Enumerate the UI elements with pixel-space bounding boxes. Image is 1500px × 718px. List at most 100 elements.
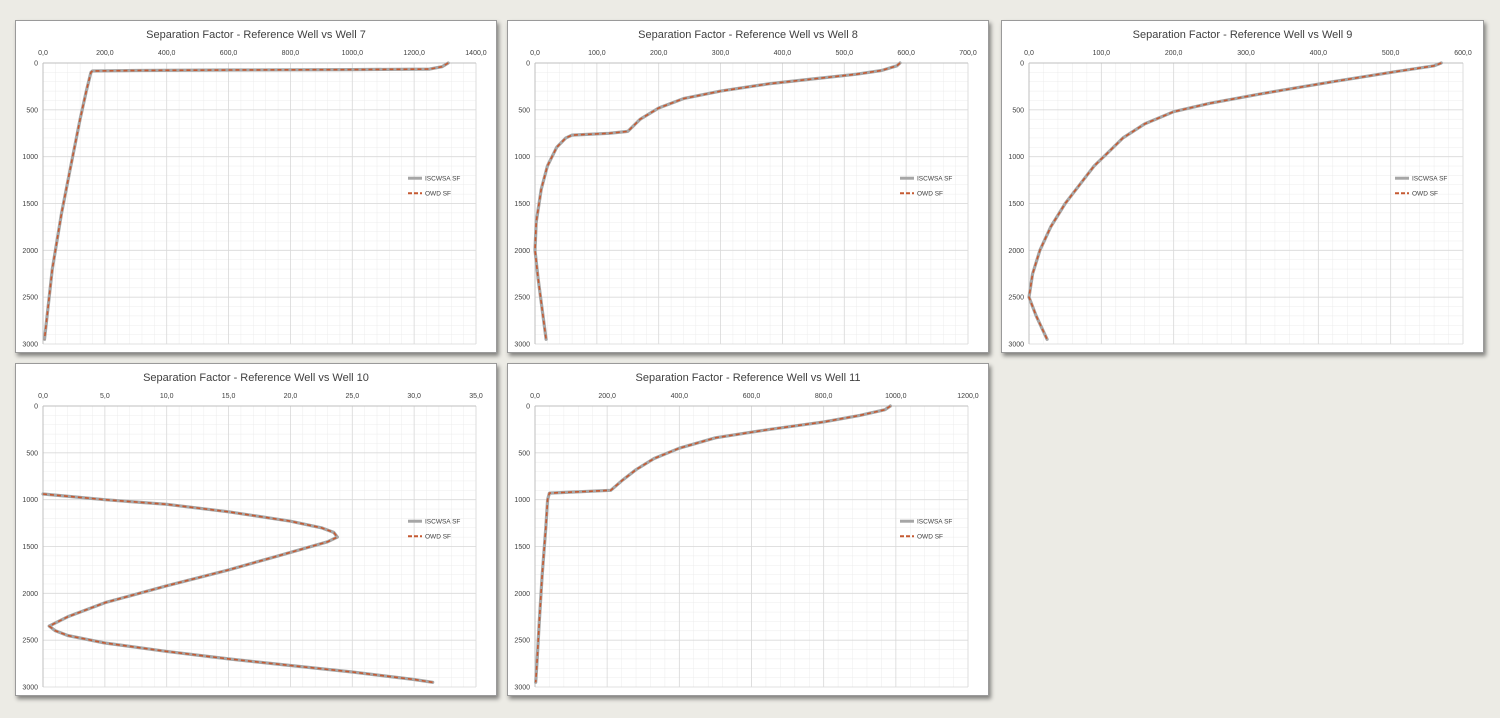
x-tick-label: 400,0	[1310, 50, 1328, 57]
y-tick-label: 1000	[22, 154, 38, 161]
x-tick-label: 1400,0	[465, 50, 487, 57]
y-tick-label: 3000	[22, 685, 38, 692]
x-tick-label: 0,0	[530, 393, 540, 400]
chart-title: Separation Factor - Reference Well vs We…	[143, 372, 369, 384]
y-tick-label: 2500	[22, 295, 38, 302]
x-tick-label: 100,0	[588, 50, 606, 57]
x-tick-label: 600,0	[743, 393, 761, 400]
y-tick-label: 3000	[22, 342, 38, 349]
x-tick-label: 0,0	[38, 393, 48, 400]
series-line-owd-sf	[534, 405, 891, 683]
x-tick-label: 400,0	[774, 50, 792, 57]
series-line-owd-sf	[1028, 62, 1442, 340]
x-tick-label: 1200,0	[957, 393, 979, 400]
y-tick-label: 0	[1020, 61, 1024, 68]
x-tick-label: 0,0	[38, 50, 48, 57]
x-tick-label: 1000,0	[885, 393, 907, 400]
y-tick-label: 1000	[514, 154, 530, 161]
x-tick-label: 100,0	[1093, 50, 1111, 57]
grid	[1028, 62, 1464, 345]
y-tick-label: 3000	[1008, 342, 1024, 349]
x-tick-label: 500,0	[836, 50, 854, 57]
y-tick-label: 2500	[514, 638, 530, 645]
x-tick-label: 600,0	[897, 50, 915, 57]
x-tick-label: 700,0	[959, 50, 977, 57]
series-line-iscwsa-sf	[1027, 61, 1443, 341]
legend-label-iscwsa-sf: ISCWSA SF	[425, 176, 460, 183]
x-tick-label: 800,0	[282, 50, 300, 57]
x-tick-label: 1000,0	[342, 50, 364, 57]
x-tick-label: 400,0	[671, 393, 689, 400]
y-tick-label: 1500	[514, 544, 530, 551]
y-tick-label: 2000	[514, 591, 530, 598]
chart-svg: Separation Factor - Reference Well vs We…	[1008, 29, 1472, 349]
y-tick-label: 500	[1012, 107, 1024, 114]
y-tick-label: 500	[26, 107, 38, 114]
x-tick-label: 5,0	[100, 393, 110, 400]
chart-card-well-7: Separation Factor - Reference Well vs We…	[15, 20, 497, 353]
grid	[534, 405, 969, 688]
y-tick-label: 0	[34, 404, 38, 411]
legend-label-owd-sf: OWD SF	[1412, 191, 1438, 198]
x-tick-label: 400,0	[158, 50, 176, 57]
series-line-iscwsa-sf	[41, 492, 435, 684]
chart-title: Separation Factor - Reference Well vs We…	[636, 372, 861, 384]
legend-label-owd-sf: OWD SF	[425, 191, 451, 198]
series-line-owd-sf	[534, 62, 901, 340]
legend: ISCWSA SF OWD SF	[900, 519, 952, 541]
y-tick-label: 1000	[1008, 154, 1024, 161]
y-tick-label: 2000	[22, 591, 38, 598]
legend-label-iscwsa-sf: ISCWSA SF	[425, 519, 460, 526]
y-tick-label: 500	[518, 450, 530, 457]
x-tick-label: 25,0	[345, 393, 359, 400]
x-tick-label: 600,0	[1454, 50, 1472, 57]
x-tick-label: 200,0	[96, 50, 114, 57]
y-tick-label: 2000	[1008, 248, 1024, 255]
y-tick-label: 2500	[22, 638, 38, 645]
x-tick-label: 15,0	[222, 393, 236, 400]
x-tick-label: 800,0	[815, 393, 833, 400]
chart-card-well-9: Separation Factor - Reference Well vs We…	[1001, 20, 1484, 353]
y-tick-label: 500	[518, 107, 530, 114]
legend: ISCWSA SF OWD SF	[1395, 176, 1447, 198]
y-tick-label: 3000	[514, 342, 530, 349]
grid	[534, 62, 969, 345]
x-tick-label: 10,0	[160, 393, 174, 400]
chart-title: Separation Factor - Reference Well vs We…	[1133, 29, 1353, 41]
x-tick-label: 0,0	[530, 50, 540, 57]
x-tick-label: 200,0	[650, 50, 668, 57]
y-tick-label: 0	[526, 61, 530, 68]
x-tick-label: 30,0	[407, 393, 421, 400]
chart-svg: Separation Factor - Reference Well vs We…	[22, 372, 483, 692]
y-tick-label: 0	[34, 61, 38, 68]
x-tick-label: 200,0	[1165, 50, 1183, 57]
x-tick-label: 300,0	[1237, 50, 1255, 57]
series-line-iscwsa-sf	[533, 61, 902, 341]
series-line-owd-sf	[43, 62, 449, 340]
y-tick-label: 1000	[22, 497, 38, 504]
chart-title: Separation Factor - Reference Well vs We…	[638, 29, 858, 41]
y-tick-label: 3000	[514, 685, 530, 692]
legend-label-owd-sf: OWD SF	[917, 191, 943, 198]
x-tick-label: 0,0	[1024, 50, 1034, 57]
legend-label-owd-sf: OWD SF	[425, 534, 451, 541]
x-tick-label: 1200,0	[403, 50, 425, 57]
y-tick-label: 1500	[22, 544, 38, 551]
x-tick-label: 35,0	[469, 393, 483, 400]
chart-card-well-10: Separation Factor - Reference Well vs We…	[15, 363, 497, 696]
grid	[42, 62, 477, 345]
x-tick-label: 200,0	[598, 393, 616, 400]
legend-label-iscwsa-sf: ISCWSA SF	[1412, 176, 1447, 183]
x-tick-label: 500,0	[1382, 50, 1400, 57]
series-line-owd-sf	[42, 493, 433, 684]
chart-card-well-11: Separation Factor - Reference Well vs We…	[507, 363, 989, 696]
chart-card-well-8: Separation Factor - Reference Well vs We…	[507, 20, 989, 353]
y-tick-label: 1500	[514, 201, 530, 208]
y-tick-label: 2500	[1008, 295, 1024, 302]
x-tick-label: 600,0	[220, 50, 238, 57]
legend: ISCWSA SF OWD SF	[900, 176, 952, 198]
legend-label-iscwsa-sf: ISCWSA SF	[917, 176, 952, 183]
y-tick-label: 2500	[514, 295, 530, 302]
legend-label-owd-sf: OWD SF	[917, 534, 943, 541]
y-tick-label: 2000	[22, 248, 38, 255]
